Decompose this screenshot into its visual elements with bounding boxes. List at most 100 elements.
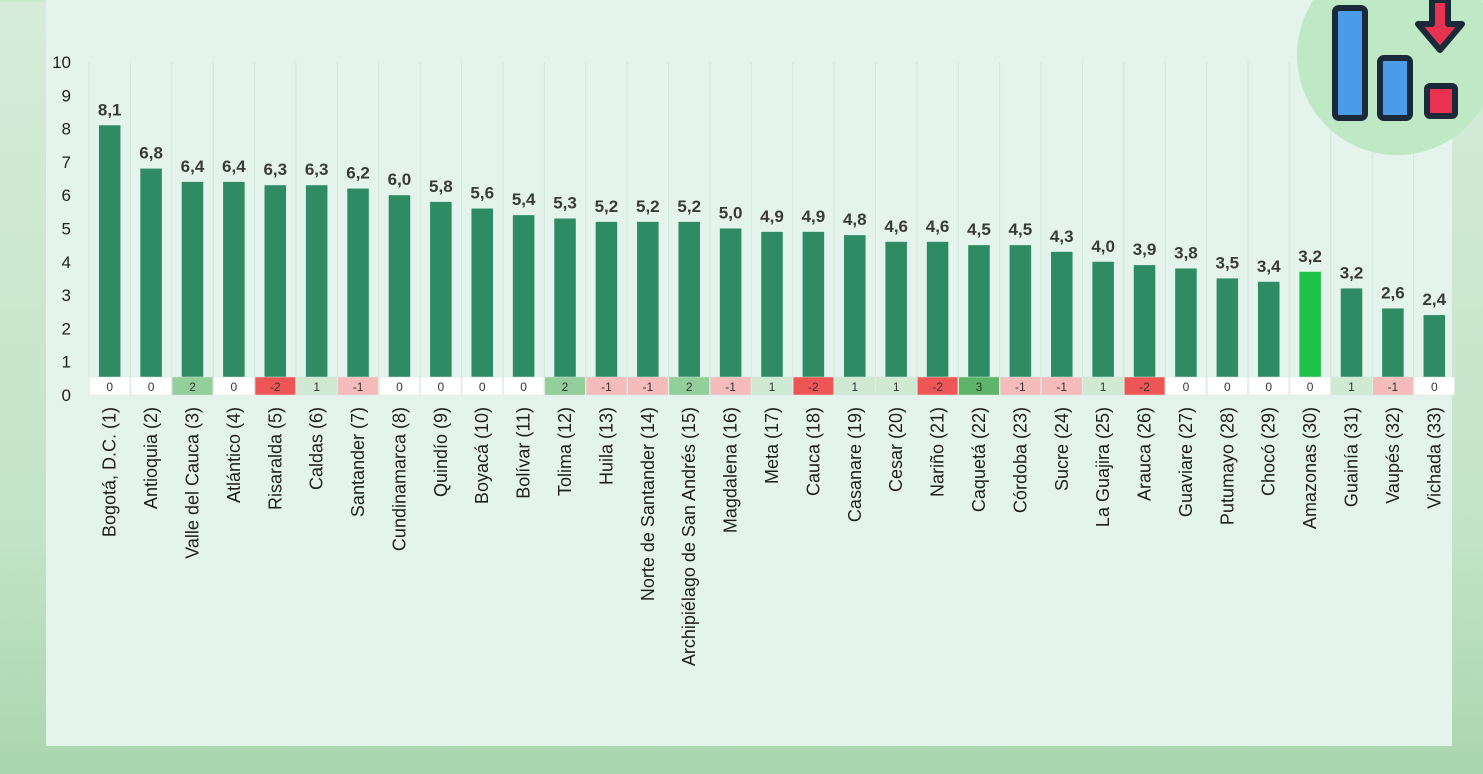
value-label: 3,4 [1257, 257, 1281, 276]
value-label: 3,2 [1298, 247, 1322, 266]
bar [761, 231, 783, 395]
category-label: Antioquia (2) [141, 407, 161, 509]
bar [637, 221, 659, 395]
rank-change-label: 0 [148, 380, 155, 394]
value-label: 5,8 [429, 177, 453, 196]
value-label: 5,2 [595, 197, 619, 216]
rank-change-cell [917, 376, 959, 396]
value-label: 3,2 [1340, 263, 1364, 282]
bar [844, 235, 866, 395]
bar [719, 228, 742, 395]
value-label: 2,6 [1381, 283, 1405, 302]
rank-change-label: -2 [270, 380, 281, 394]
bar [347, 188, 369, 395]
bar [1382, 308, 1404, 395]
bar [1299, 271, 1321, 395]
category-label: Boyacá (10) [472, 407, 492, 504]
value-label: 5,2 [636, 197, 660, 216]
rank-change-label: 0 [438, 380, 445, 394]
rank-change-label: -1 [353, 380, 364, 394]
rank-change-cell [1372, 376, 1414, 396]
bar [471, 208, 494, 395]
rank-change-cell [585, 376, 627, 396]
bar [1092, 261, 1114, 395]
rank-change-cell [792, 376, 834, 396]
category-label: Vaupés (32) [1383, 407, 1403, 504]
rank-change-label: -1 [725, 380, 736, 394]
value-label: 6,4 [222, 157, 246, 176]
rank-change-label: 0 [231, 380, 238, 394]
rank-change-cell [627, 376, 669, 396]
bar [1009, 245, 1032, 395]
rank-change-label: 2 [562, 380, 569, 394]
rank-change-cell [1082, 376, 1124, 396]
value-label: 6,0 [388, 170, 412, 189]
rank-change-label: 0 [1307, 380, 1314, 394]
rank-change-label: -2 [808, 380, 819, 394]
bar [98, 125, 121, 396]
rank-change-label: 0 [1224, 380, 1231, 394]
bar [1050, 251, 1073, 395]
rank-change-cell [254, 376, 296, 396]
rank-change-cell [1165, 376, 1207, 396]
grid-lines [88, 62, 1456, 377]
category-label: Cauca (18) [803, 407, 823, 496]
category-label: Norte de Santander (14) [638, 407, 658, 601]
category-label: Cesar (20) [886, 407, 906, 492]
rank-change-label: 1 [313, 380, 320, 394]
rank-change-label: 2 [189, 380, 196, 394]
rank-change-label: 2 [686, 380, 693, 394]
bar [926, 241, 949, 395]
category-label: La Guajira (25) [1093, 407, 1113, 527]
category-label: Bogotá, D.C. (1) [100, 407, 120, 537]
y-tick-label: 9 [62, 86, 71, 105]
bar [1175, 268, 1197, 395]
value-label: 6,2 [346, 164, 370, 183]
category-label: Casanare (19) [845, 407, 865, 522]
rank-change-strip: 0 0 2 0 -2 1 -1 0 0 0 0 2 -1 -1 2 -1 1 -2 1 1 -2 3 -1 -1 1 -2 0 0 0 0… [89, 376, 1455, 396]
bar [1133, 265, 1156, 395]
bar [1216, 278, 1239, 395]
rank-change-cell [1206, 376, 1248, 396]
rank-change-label: -1 [1015, 380, 1026, 394]
bar [968, 245, 990, 395]
category-label: Meta (17) [762, 407, 782, 484]
bar [802, 231, 825, 395]
rank-change-cell [130, 376, 172, 396]
rank-change-label: 0 [1431, 380, 1438, 394]
rank-change-cell [544, 376, 586, 396]
category-label: Caquetá (22) [969, 407, 989, 512]
value-label: 5,0 [719, 204, 743, 223]
category-label: Quindío (9) [431, 407, 451, 497]
rank-change-cell [1289, 376, 1331, 396]
rank-change-label: 0 [106, 380, 113, 394]
rank-change-cell [1124, 376, 1165, 396]
category-label: Guaviare (27) [1176, 407, 1196, 517]
category-label: Nariño (21) [928, 407, 948, 497]
category-label: Guainía (31) [1342, 407, 1362, 507]
rank-change-label: 3 [976, 380, 983, 394]
rank-change-cell [751, 376, 793, 396]
rank-change-label: 1 [851, 380, 858, 394]
rank-change-cell [420, 376, 462, 396]
bar [264, 185, 287, 395]
bars [98, 125, 1446, 396]
rank-change-label: 1 [1348, 380, 1355, 394]
value-label: 3,9 [1133, 240, 1157, 259]
y-tick-label: 10 [52, 53, 71, 72]
y-tick-label: 8 [62, 120, 71, 139]
category-label: Vichada (33) [1424, 407, 1444, 509]
value-label: 4,5 [967, 220, 991, 239]
y-tick-label: 0 [62, 386, 71, 405]
rank-change-cell [172, 376, 213, 396]
category-label: Santander (7) [348, 407, 368, 517]
value-label: 6,8 [139, 144, 163, 163]
bar [430, 201, 452, 395]
rank-change-cell [1041, 376, 1083, 396]
rank-change-label: 0 [520, 380, 527, 394]
rank-change-cell [834, 376, 876, 396]
category-label: Amazonas (30) [1300, 407, 1320, 529]
category-label: Valle del Cauca (3) [182, 407, 202, 559]
category-label: Magdalena (16) [721, 407, 741, 533]
